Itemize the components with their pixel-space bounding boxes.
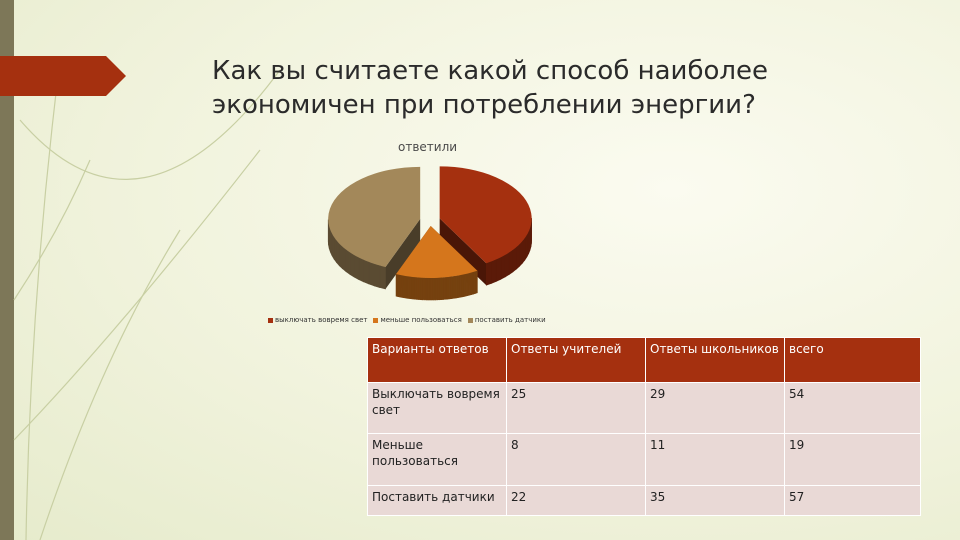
pie-slice-side <box>445 276 449 300</box>
pie-slice-side <box>349 251 355 278</box>
pie-slice-1 <box>439 166 532 264</box>
pie-slice-side <box>363 259 370 285</box>
pie-slice-side <box>449 276 453 300</box>
table-cell: 8 <box>506 433 646 486</box>
pie-slice-side <box>495 256 502 282</box>
pie-chart <box>327 166 532 301</box>
pie-slice-side <box>338 242 343 270</box>
pie-slice-side <box>333 236 337 264</box>
pie-slice-side <box>368 261 375 287</box>
pie-slice-side <box>420 277 423 301</box>
pie-slice-side <box>519 240 523 267</box>
pie-slice-side <box>441 277 444 300</box>
pie-slice-side <box>428 277 432 301</box>
pie-slice-side <box>379 265 386 290</box>
pie-slice-side <box>413 276 417 300</box>
pie-slice-side <box>416 277 419 300</box>
legend-item: выключать вовремя свет <box>268 316 367 324</box>
table-cell: 29 <box>645 381 785 435</box>
legend-label: поставить датчики <box>474 316 546 324</box>
pie-slice-side <box>522 237 526 264</box>
pie-slice-side <box>491 258 497 284</box>
pie-slice-side <box>407 276 411 300</box>
pie-slice-side <box>422 277 426 301</box>
results-table: Варианты ответов Ответы учителей Ответы … <box>367 337 921 517</box>
pie-slice-side <box>405 275 409 299</box>
pie-slice-side <box>373 263 381 288</box>
legend-swatch <box>268 317 273 323</box>
pie-slice-side <box>411 276 415 300</box>
title-accent-arrow <box>0 56 126 96</box>
pie-slice-side <box>443 276 447 300</box>
pie-slice-side <box>358 257 364 283</box>
pie-slice-side <box>426 277 430 301</box>
table-cell: 22 <box>506 484 646 517</box>
pie-slice-side <box>455 275 459 299</box>
table-row: Меньше пользоваться 8 11 19 <box>367 433 921 486</box>
pie-slice-side <box>342 246 347 273</box>
table-cell: 35 <box>645 484 785 517</box>
decorative-lines <box>13 59 281 540</box>
pie-slice-side <box>418 277 421 300</box>
pie-slice-side <box>331 232 335 261</box>
table-cell: 57 <box>784 484 921 517</box>
legend-swatch <box>373 317 379 323</box>
pie-slice-side <box>485 261 492 286</box>
pie-slice-side <box>432 277 436 301</box>
pie-slice-side <box>401 275 405 299</box>
table-cell: Поставить датчики <box>367 484 507 517</box>
title-line-2: экономичен при потреблении энергии? <box>212 90 756 120</box>
pie-slice-wall <box>385 218 421 290</box>
pie-slice-side <box>424 277 428 301</box>
table-cell: 19 <box>784 433 921 486</box>
pie-slice-side <box>336 239 340 267</box>
legend-label: выключать вовремя свет <box>275 316 368 324</box>
header-cell-total: всего <box>784 337 921 383</box>
pie-slice-side <box>439 277 442 301</box>
legend-swatch <box>467 317 473 323</box>
pie-slice-3 <box>328 166 421 268</box>
pie-slice-side <box>434 277 438 301</box>
table-header-row: Варианты ответов Ответы учителей Ответы … <box>367 337 921 383</box>
legend-item: меньше пользоваться <box>373 316 462 324</box>
slide-title: Как вы считаете какой способ наиболее эк… <box>212 54 852 122</box>
table-cell: Меньше пользоваться <box>367 433 507 486</box>
header-cell-options: Варианты ответов <box>367 337 507 383</box>
legend-label: меньше пользоваться <box>380 316 462 324</box>
header-cell-teachers: Ответы учителей <box>506 337 646 383</box>
pie-slice-side <box>409 276 413 300</box>
pie-slice-side <box>345 249 351 276</box>
title-line-1: Как вы считаете какой способ наиболее <box>212 56 769 86</box>
table-cell: Выключать вовремя свет <box>367 381 507 435</box>
pie-slice-side <box>403 275 407 299</box>
pie-slice-side <box>430 277 434 301</box>
pie-slice-side <box>453 275 457 299</box>
pie-slice-side <box>395 273 399 297</box>
pie-slice-side <box>451 275 455 299</box>
table-cell: 25 <box>506 381 646 435</box>
table-cell: 11 <box>645 433 785 486</box>
table-row: Поставить датчики 22 35 57 <box>367 484 921 517</box>
pie-slice-side <box>524 233 528 262</box>
table-row: Выключать вовремя свет 25 29 54 <box>367 381 921 435</box>
pie-slice-side <box>447 276 451 300</box>
chart-legend: выключать вовремя свет меньше пользоватьс… <box>268 316 546 324</box>
pie-slice-side <box>353 254 360 281</box>
left-decor-bar <box>0 0 14 540</box>
pie-slice-side <box>512 246 517 273</box>
table-cell: 54 <box>784 381 921 435</box>
pie-slice-side <box>457 274 461 298</box>
pie-slice-side <box>500 254 506 280</box>
header-cell-students: Ответы школьников <box>645 337 785 383</box>
pie-slice-2 <box>396 225 478 278</box>
chart-title: ответили <box>398 140 458 154</box>
pie-slice-side <box>508 249 514 276</box>
pie-slice-side <box>516 243 520 270</box>
pie-slice-side <box>504 251 510 278</box>
pie-slice-side <box>437 277 440 301</box>
legend-item: поставить датчики <box>467 316 546 324</box>
